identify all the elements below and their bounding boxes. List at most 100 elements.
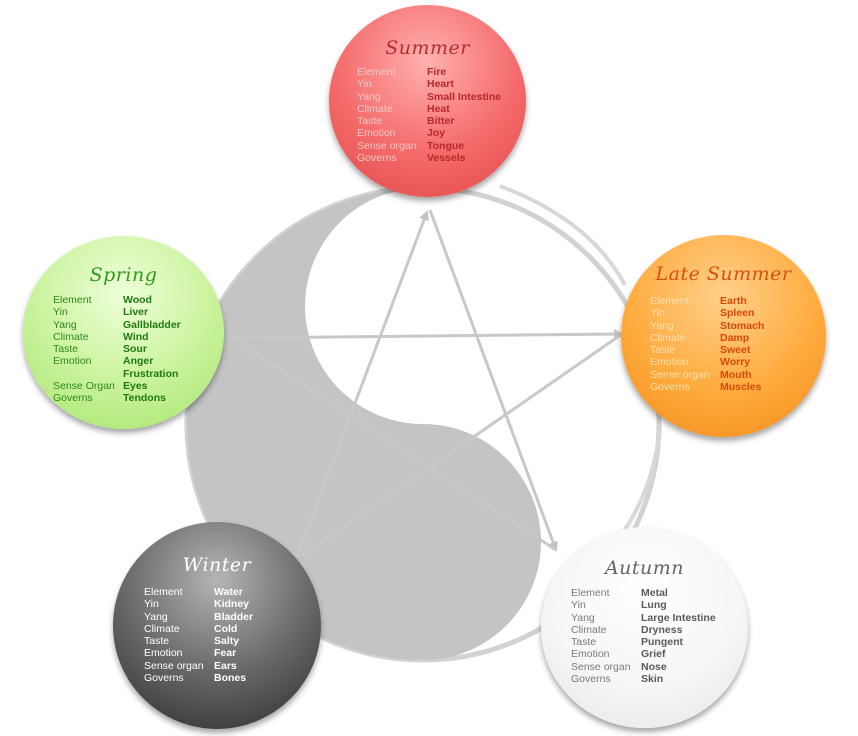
property-row: Yang Gallbladder: [53, 319, 181, 331]
autumn-circle: Autumn Element Metal Yin Lung Yang Large Inte…: [541, 527, 748, 728]
property-key: Emotion: [357, 127, 396, 140]
spring-title: Spring: [89, 264, 158, 286]
property-key: Element: [357, 66, 396, 78]
property-row: Sense organ Mouth: [650, 369, 764, 381]
property-value: Pungent: [641, 636, 683, 649]
property-row: Climate Dryness: [571, 624, 716, 636]
property-row: Yin Spleen: [650, 307, 764, 319]
property-key: Yang: [53, 318, 77, 331]
property-value: Stomach: [720, 319, 765, 332]
property-value: Worry: [720, 356, 751, 369]
property-value: Frustration: [123, 367, 179, 380]
property-value: Ears: [214, 659, 237, 672]
property-value: Salty: [214, 635, 240, 648]
property-value: Small Intestine: [427, 90, 502, 103]
property-key: Element: [53, 294, 92, 306]
property-value: Large Intestine: [641, 611, 716, 624]
property-key: Taste: [144, 635, 170, 648]
property-row: Element Wood: [53, 294, 181, 306]
property-key: Climate: [650, 331, 686, 344]
property-key: Sense organ: [144, 659, 204, 672]
property-row: Emotion Fear: [144, 647, 253, 659]
property-row: Taste Pungent: [571, 636, 716, 648]
property-key: Element: [571, 587, 610, 599]
property-row: Yang Large Intestine: [571, 612, 716, 624]
property-value: Heat: [427, 102, 450, 115]
late-summer-title: Late Summer: [655, 263, 792, 285]
property-value: Joy: [427, 127, 446, 140]
property-key: Yang: [571, 611, 595, 624]
property-key: Sense organ: [571, 660, 631, 673]
property-row: Governs Muscles: [650, 381, 764, 393]
property-row: Yin Liver: [53, 306, 181, 318]
property-key: Yin: [571, 599, 586, 612]
property-value: Vessels: [427, 152, 466, 165]
winter-properties: Element Water Yin Kidney Yang Bladder Climate C…: [144, 586, 253, 684]
property-row: Emotion Anger: [53, 355, 181, 367]
property-row: Sense organ Nose: [571, 661, 716, 673]
property-key: Emotion: [650, 356, 689, 369]
property-key: Governs: [357, 152, 397, 165]
property-value: Fire: [427, 66, 447, 78]
property-row: Element Metal: [571, 587, 716, 599]
late-summer-circle: Late Summer Element Earth Yin Spleen Yang Sto…: [621, 235, 826, 437]
property-value: Earth: [720, 295, 747, 307]
property-row: Element Fire: [357, 66, 501, 78]
property-row: Climate Wind: [53, 331, 181, 343]
property-row: Frustration: [53, 368, 181, 380]
autumn-properties: Element Metal Yin Lung Yang Large Intestine Cl…: [571, 587, 716, 685]
property-value: Bitter: [427, 115, 455, 128]
property-key: Emotion: [571, 648, 610, 661]
spring-circle: Spring Element Wood Yin Liver Yang Gallbladde…: [23, 236, 224, 429]
property-value: Anger: [123, 355, 154, 368]
property-key: Taste: [53, 343, 79, 356]
property-value: Kidney: [214, 598, 250, 611]
property-value: Muscles: [720, 381, 762, 394]
property-value: Nose: [641, 660, 667, 673]
property-value: Bones: [214, 672, 247, 685]
property-key: Yin: [357, 78, 372, 91]
winter-circle: Winter Element Water Yin Kidney Yang Bladder C…: [113, 522, 321, 729]
property-key: Yang: [357, 90, 381, 103]
property-row: Taste Salty: [144, 635, 253, 647]
property-row: Yin Lung: [571, 599, 716, 611]
property-row: Climate Cold: [144, 623, 253, 635]
property-key: Sense organ: [650, 368, 710, 381]
property-key: [53, 368, 123, 380]
property-row: Taste Bitter: [357, 115, 501, 127]
summer-properties: Element Fire Yin Heart Yang Small Intestine Cl…: [357, 66, 501, 164]
property-value: Wood: [123, 294, 152, 306]
property-value: Eyes: [123, 380, 148, 393]
winter-title: Winter: [182, 554, 252, 576]
property-key: Yin: [53, 306, 68, 319]
property-row: Element Water: [144, 586, 253, 598]
property-row: Yang Stomach: [650, 320, 764, 332]
property-key: Governs: [144, 672, 184, 685]
property-row: Climate Damp: [650, 332, 764, 344]
property-row: Sense organ Tongue: [357, 140, 501, 152]
property-value: Skin: [641, 673, 664, 686]
controlling-cycle-arrows: [230, 209, 624, 562]
property-key: Element: [144, 586, 183, 598]
property-key: Taste: [571, 636, 597, 649]
property-row: Emotion Joy: [357, 127, 501, 139]
property-key: Climate: [53, 330, 89, 343]
property-value: Metal: [641, 587, 668, 599]
property-key: Sense organ: [357, 139, 417, 152]
property-value: Mouth: [720, 368, 752, 381]
property-value: Fear: [214, 647, 237, 660]
property-row: Governs Tendons: [53, 392, 181, 404]
property-key: Element: [650, 295, 689, 307]
property-key: Climate: [571, 623, 607, 636]
property-key: Climate: [144, 622, 180, 635]
property-row: Taste Sweet: [650, 344, 764, 356]
property-value: Gallbladder: [123, 318, 181, 331]
property-row: Element Earth: [650, 295, 764, 307]
arrow-spring-to-late-summer: [231, 329, 624, 340]
property-value: Spleen: [720, 307, 755, 320]
property-row: Taste Sour: [53, 343, 181, 355]
property-key: Emotion: [144, 647, 183, 660]
property-key: Yin: [144, 598, 159, 611]
spring-properties: Element Wood Yin Liver Yang Gallbladder Climat…: [53, 294, 181, 405]
property-key: Sense Organ: [53, 380, 115, 393]
